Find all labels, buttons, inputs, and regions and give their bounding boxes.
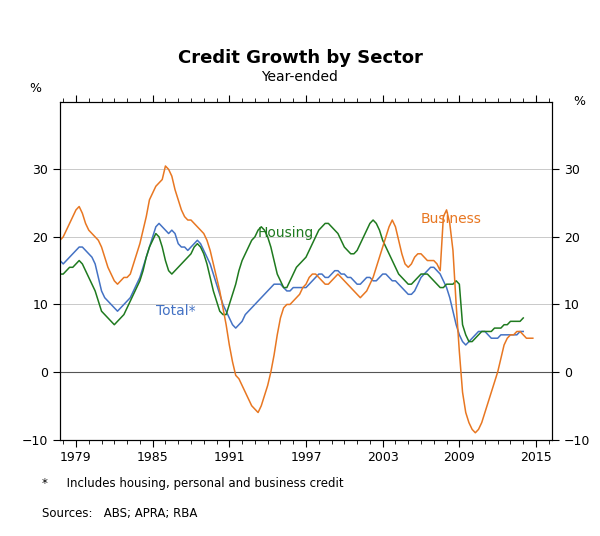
- Text: Housing: Housing: [257, 226, 314, 240]
- Text: Year-ended: Year-ended: [262, 70, 338, 84]
- Text: *     Includes housing, personal and business credit: * Includes housing, personal and busines…: [42, 477, 344, 490]
- Text: Sources:   ABS; APRA; RBA: Sources: ABS; APRA; RBA: [42, 507, 197, 519]
- Text: Credit Growth by Sector: Credit Growth by Sector: [178, 49, 422, 67]
- Y-axis label: %: %: [573, 95, 585, 108]
- Y-axis label: %: %: [29, 82, 41, 95]
- Text: Business: Business: [421, 212, 482, 226]
- Text: Total*: Total*: [157, 303, 196, 317]
